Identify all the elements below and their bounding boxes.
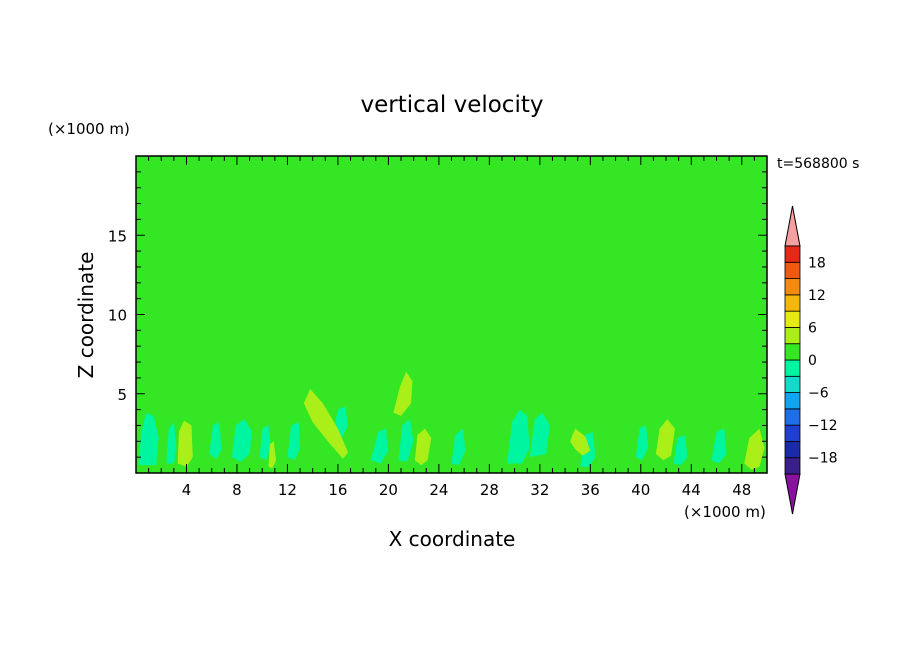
y-axis-ticks: 5 10 15	[108, 171, 767, 458]
colorbar-over-arrow	[784, 205, 801, 247]
colorbar-label: −18	[808, 451, 838, 467]
contour-region-25	[287, 422, 301, 461]
x-tick-label: 48	[732, 481, 751, 499]
x-axis-ticks: 4 8 12 16 20 24 28 32 36 40 44 48	[148, 156, 755, 499]
contour-region-31	[529, 412, 550, 458]
contour-region-20	[138, 412, 159, 466]
colorbar-swatch	[784, 392, 801, 410]
contour-fills	[136, 206, 767, 473]
colorbar-swatch	[784, 294, 801, 312]
x-tick-label: 8	[232, 481, 242, 499]
x-tick-label: 12	[278, 481, 297, 499]
contour-region-24	[259, 425, 271, 461]
contour-region-37	[268, 441, 277, 469]
colorbar-label: 0	[808, 353, 817, 369]
contour-region-14	[221, 278, 452, 302]
y-tick-label: 10	[108, 307, 127, 325]
contour-region-21	[166, 422, 177, 464]
colorbar-swatch	[784, 278, 801, 296]
contour-region-17	[547, 268, 629, 283]
contour-region-33	[635, 425, 649, 461]
contour-region-16	[549, 219, 593, 228]
time-label: t=568800 s	[777, 156, 859, 172]
colorbar-swatch	[784, 310, 801, 328]
x-tick-label: 24	[429, 481, 448, 499]
chart-title: vertical velocity	[361, 92, 544, 118]
y-tick-label: 15	[108, 227, 127, 245]
contour-region-34	[673, 435, 688, 466]
x-axis-title: X coordinate	[389, 527, 516, 551]
x-tick-label: 32	[530, 481, 549, 499]
x-tick-label: 44	[682, 481, 701, 499]
colorbar-label: −6	[808, 386, 829, 402]
y-tick-label: 5	[117, 386, 127, 404]
colorbar-swatch	[784, 261, 801, 279]
colorbar-swatch	[784, 441, 801, 459]
contour-region-35	[711, 428, 727, 464]
colorbar-swatch	[784, 457, 801, 475]
colorbar-label: 6	[808, 320, 817, 336]
colorbar-label: 12	[808, 288, 826, 304]
y-axis-title: Z coordinate	[74, 252, 98, 379]
contour-region-30	[507, 409, 530, 464]
colorbar-label: −12	[808, 418, 838, 434]
contour-region-15	[403, 206, 471, 226]
contour-region-12	[623, 295, 767, 473]
colorbar-under-arrow	[784, 473, 801, 515]
colorbar: −18 −12 −6 0 6 12 18	[784, 205, 838, 515]
colorbar-swatch	[784, 408, 801, 426]
y-unit-label: (×1000 m)	[48, 120, 130, 138]
contour-region-36	[177, 420, 193, 467]
contour-region-18	[571, 295, 622, 301]
x-tick-label: 28	[480, 481, 499, 499]
contour-region-22	[209, 422, 222, 459]
colorbar-swatch	[784, 359, 801, 377]
contour-region-42	[655, 419, 675, 461]
x-tick-label: 16	[328, 481, 347, 499]
contour-region-13	[173, 217, 412, 275]
contour-region-29	[451, 428, 466, 466]
contour-region-19	[691, 287, 747, 293]
colorbar-swatch	[784, 343, 801, 361]
colorbar-swatch	[784, 424, 801, 442]
contour-region-3	[226, 433, 237, 473]
colorbar-swatch	[784, 327, 801, 345]
x-unit-label: (×1000 m)	[684, 503, 766, 521]
x-tick-label: 20	[379, 481, 398, 499]
contour-region-27	[370, 428, 389, 464]
contour-region-43	[744, 428, 765, 470]
contour-region-41	[570, 428, 591, 456]
x-tick-label: 40	[631, 481, 650, 499]
contour-region-38	[303, 389, 348, 459]
colorbar-swatch	[784, 375, 801, 393]
colorbar-label: 18	[808, 255, 826, 271]
colorbar-swatch	[784, 245, 801, 263]
contour-region-39	[393, 371, 413, 416]
contour-region-28	[398, 419, 414, 462]
x-tick-label: 36	[581, 481, 600, 499]
x-tick-label: 4	[182, 481, 192, 499]
contour-region-40	[414, 428, 432, 466]
contour-region-23	[231, 419, 253, 462]
